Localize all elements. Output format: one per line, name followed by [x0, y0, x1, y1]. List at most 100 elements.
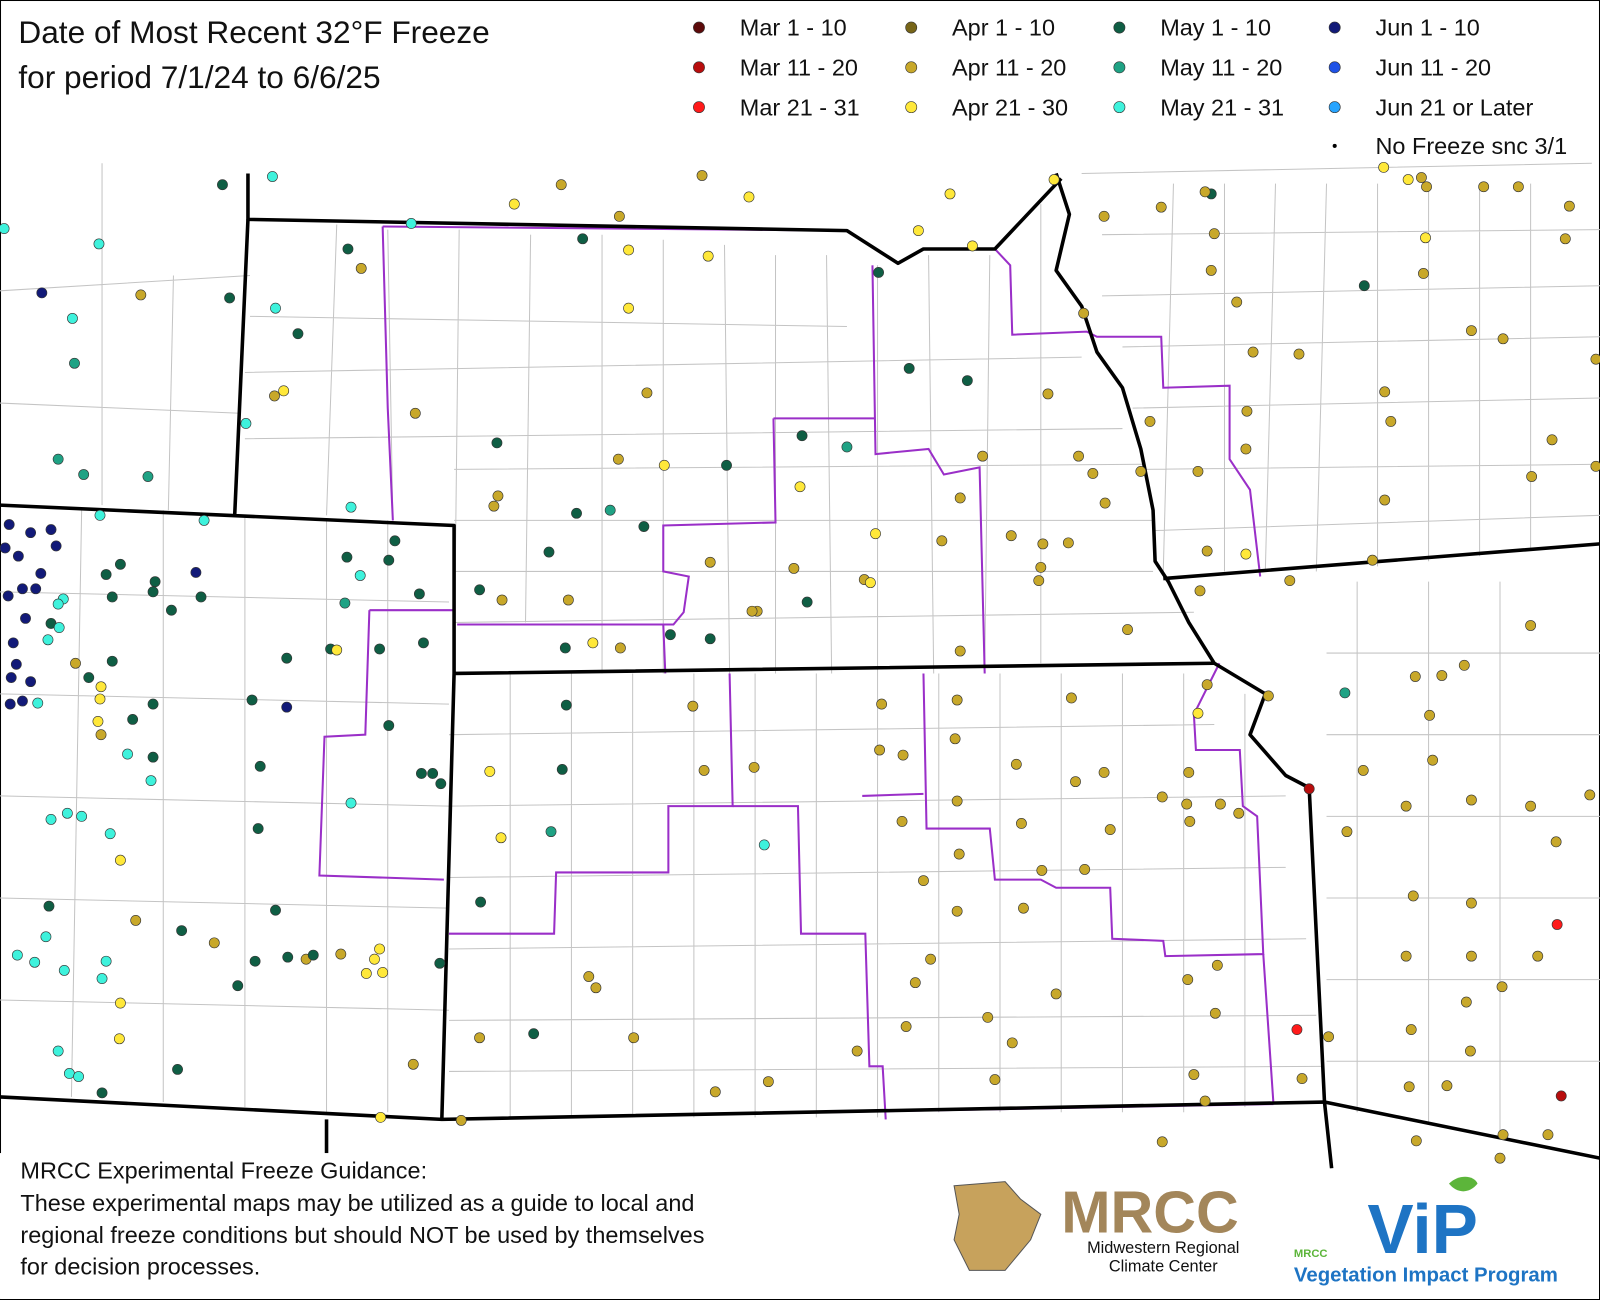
station-dot	[1323, 1031, 1334, 1043]
station-dot	[4, 698, 16, 710]
station-dot	[628, 1032, 640, 1044]
station-dot	[224, 292, 235, 304]
legend-marker	[1113, 21, 1126, 34]
station-dot	[1532, 950, 1544, 962]
station-dot	[1135, 466, 1147, 477]
station-dot	[267, 171, 278, 182]
station-dot	[100, 569, 112, 580]
station-dot	[1460, 996, 1472, 1008]
station-dot	[560, 699, 572, 711]
station-dot	[3, 519, 15, 530]
station-dot	[583, 971, 595, 982]
station-dot	[252, 823, 264, 834]
station-dot	[1420, 232, 1431, 244]
station-dot	[758, 839, 770, 851]
station-dot	[67, 312, 78, 324]
station-dot	[1181, 798, 1193, 810]
station-dot	[0, 542, 11, 554]
station-dot	[577, 233, 589, 245]
station-dot	[936, 535, 948, 547]
station-dot	[407, 1058, 419, 1070]
station-dot	[748, 761, 760, 773]
station-dot	[409, 407, 421, 419]
station-dot	[1590, 460, 1600, 472]
station-dot	[912, 225, 924, 237]
station-dot	[270, 302, 281, 314]
legend-label: Jun 11 - 20	[1376, 55, 1492, 81]
legend-label: May 1 - 10	[1160, 15, 1271, 41]
mrcc-sub: Midwestern Regional	[1087, 1239, 1239, 1257]
station-dot	[418, 637, 429, 649]
legend-marker	[905, 61, 918, 74]
station-dot	[11, 949, 23, 961]
station-dot	[73, 1071, 84, 1082]
station-dot	[604, 504, 616, 516]
station-dot	[96, 1087, 108, 1099]
station-dot	[78, 469, 90, 480]
station-dot	[95, 681, 107, 693]
station-dot	[1209, 1007, 1221, 1019]
station-dot	[1087, 468, 1099, 479]
station-dot	[1436, 670, 1448, 681]
station-dot	[794, 481, 806, 493]
station-dot	[865, 577, 876, 589]
station-dot	[100, 955, 112, 967]
station-dot	[2, 590, 14, 602]
station-dot	[989, 1074, 1001, 1085]
legend-marker	[1113, 101, 1126, 114]
legend-label: Jun 1 - 10	[1376, 15, 1480, 41]
station-dot	[1409, 671, 1421, 682]
station-dot	[374, 943, 386, 955]
station-dot	[484, 766, 496, 777]
station-dot	[435, 778, 447, 790]
legend-label: Jun 21 or Later	[1376, 94, 1534, 120]
station-dot	[1037, 538, 1049, 550]
station-dot	[198, 515, 210, 526]
station-dot	[195, 591, 207, 603]
station-dot	[249, 955, 261, 967]
station-dot	[641, 387, 653, 399]
station-dot	[1466, 897, 1477, 909]
station-dot	[587, 637, 599, 649]
station-dot	[1525, 620, 1537, 631]
station-dot	[687, 700, 699, 712]
station-dot	[53, 622, 65, 633]
station-dot	[383, 720, 395, 731]
station-dot	[115, 997, 126, 1009]
station-dot	[696, 170, 708, 181]
station-dot	[951, 905, 963, 917]
station-dot	[1378, 161, 1390, 173]
station-dot	[58, 965, 70, 976]
station-dot	[1385, 416, 1397, 427]
station-dot	[217, 179, 228, 191]
station-dot	[944, 188, 956, 200]
station-dot	[1098, 767, 1110, 778]
station-dot	[704, 633, 716, 645]
station-dot	[270, 904, 281, 916]
station-dot	[374, 643, 386, 655]
station-dot	[665, 629, 676, 641]
station-dot	[383, 554, 395, 566]
legend-label: Apr 1 - 10	[952, 15, 1055, 41]
station-dot	[488, 500, 500, 512]
station-dot	[1099, 497, 1111, 509]
station-dot	[1247, 346, 1259, 358]
vip-logo: ViP	[1367, 1190, 1478, 1268]
station-dot	[95, 729, 107, 741]
station-dot	[145, 775, 157, 787]
station-dot	[1005, 530, 1017, 542]
station-dot	[1079, 863, 1091, 875]
station-dot	[555, 179, 567, 191]
station-dot	[127, 713, 139, 725]
station-dot	[281, 701, 293, 713]
station-dot	[354, 570, 366, 581]
station-dot	[106, 591, 118, 603]
station-dot	[658, 459, 670, 471]
station-dot	[5, 672, 17, 683]
station-dot	[20, 612, 31, 624]
station-dot	[1563, 200, 1575, 212]
station-dot	[96, 973, 108, 984]
station-dot	[1156, 791, 1168, 803]
station-dot	[1201, 545, 1213, 557]
county-lines	[0, 162, 1600, 1133]
